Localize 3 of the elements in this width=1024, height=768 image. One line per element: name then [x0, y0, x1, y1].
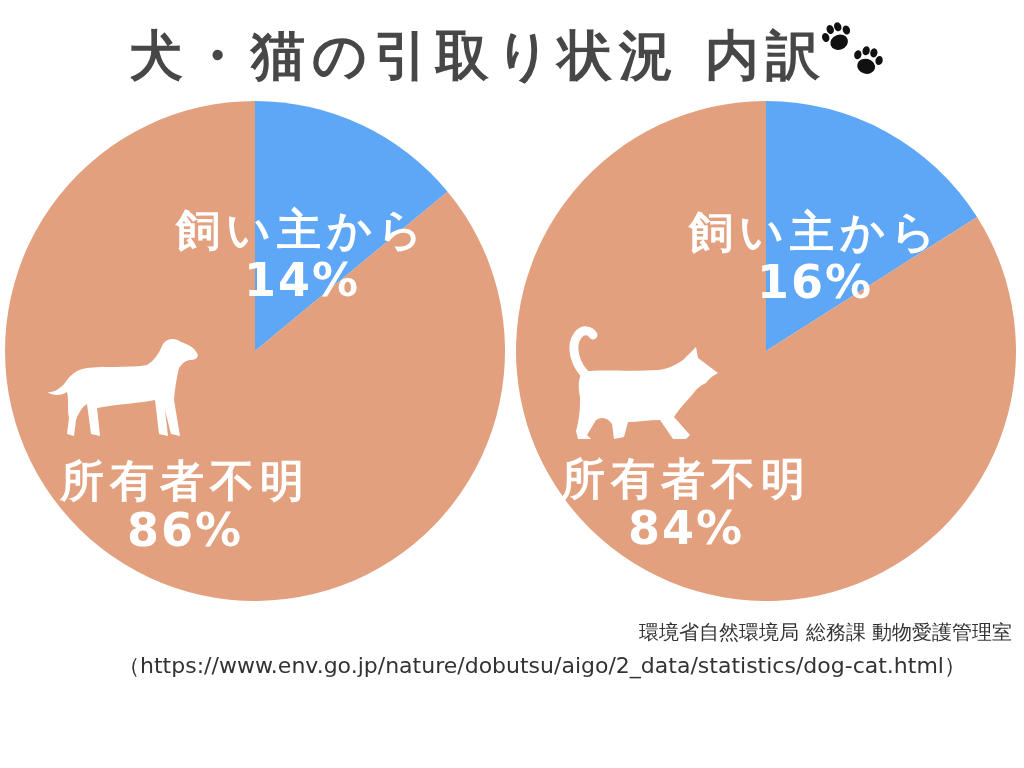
- annotation: （https://www.env.go.jp/nature/dobutsu/aigo/2_data/statistics/dog-cat.html）: [118, 652, 966, 678]
- title: 犬・猫の引取り状況 内訳: [128, 23, 828, 87]
- annotation: 環境省自然環境局 総務課 動物愛護管理室: [639, 620, 1012, 644]
